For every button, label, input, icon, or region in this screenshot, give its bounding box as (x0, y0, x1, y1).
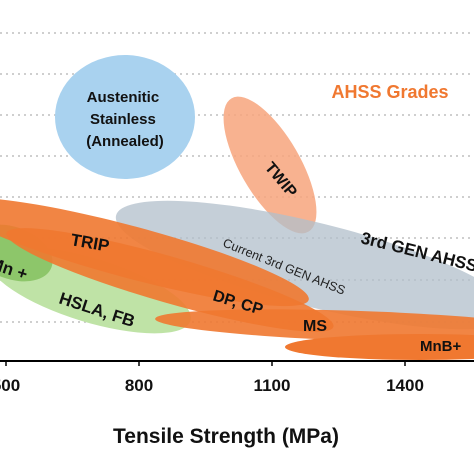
region-ms (155, 309, 474, 343)
x-tick-label-500: 500 (0, 376, 20, 395)
region-mnb-label: MnB+ (420, 338, 461, 355)
region-mnb (285, 334, 474, 360)
x-ticks: 500 800 1100 1400 (0, 361, 424, 395)
region-austenitic-line-2: Stainless (90, 111, 156, 128)
region-austenitic-stainless-label: Austenitic Stainless (Annealed) (86, 89, 164, 150)
region-dp-cp (6, 228, 334, 332)
region-austenitic-line-3: (Annealed) (86, 133, 164, 150)
region-austenitic-stainless (55, 55, 195, 179)
x-tick-label-1400: 1400 (386, 376, 424, 395)
x-axis-label: Tensile Strength (MPa) (113, 425, 339, 448)
region-ms-label: MS (303, 318, 327, 335)
x-tick-label-1100: 1100 (254, 376, 291, 395)
region-austenitic-line-1: Austenitic (87, 89, 160, 106)
x-tick-label-800: 800 (125, 376, 153, 395)
region-twip (223, 96, 317, 234)
chart-title: AHSS Grades (331, 82, 448, 102)
region-3rd-gen-ahss (115, 200, 474, 330)
